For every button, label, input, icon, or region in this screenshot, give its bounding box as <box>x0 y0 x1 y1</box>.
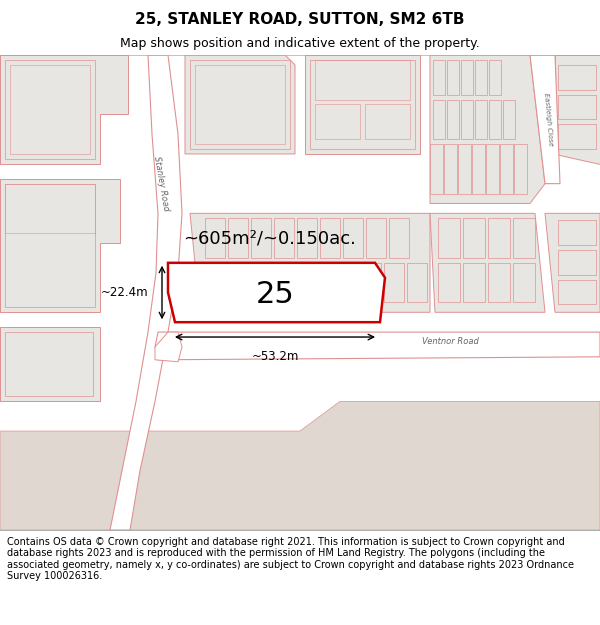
Bar <box>361 262 381 302</box>
Bar <box>310 60 415 149</box>
Polygon shape <box>430 213 545 312</box>
Polygon shape <box>168 262 385 322</box>
Bar <box>297 218 317 258</box>
Bar <box>195 65 285 144</box>
Polygon shape <box>190 213 430 312</box>
Bar <box>292 262 312 302</box>
Polygon shape <box>555 55 600 164</box>
Bar <box>461 99 473 139</box>
Bar <box>315 104 360 139</box>
Polygon shape <box>0 179 120 312</box>
Bar <box>463 218 485 258</box>
Bar <box>5 184 95 233</box>
Bar <box>513 262 535 302</box>
Bar <box>365 104 410 139</box>
Text: Stanley Road: Stanley Road <box>152 156 170 212</box>
Text: Eastleigh Close: Eastleigh Close <box>542 92 553 146</box>
Bar <box>315 60 410 99</box>
Bar <box>338 262 358 302</box>
Bar <box>223 262 243 302</box>
Bar <box>274 218 294 258</box>
Polygon shape <box>155 332 600 360</box>
Polygon shape <box>305 55 420 154</box>
Bar <box>488 262 510 302</box>
Text: 25, STANLEY ROAD, SUTTON, SM2 6TB: 25, STANLEY ROAD, SUTTON, SM2 6TB <box>135 12 465 27</box>
Bar <box>0 327 100 401</box>
Bar <box>558 279 596 304</box>
Bar <box>447 99 459 139</box>
Bar <box>343 218 363 258</box>
Bar <box>558 65 596 89</box>
Bar <box>458 144 471 194</box>
Text: Map shows position and indicative extent of the property.: Map shows position and indicative extent… <box>120 38 480 51</box>
Bar <box>461 60 473 94</box>
Bar <box>513 218 535 258</box>
Bar <box>447 60 459 94</box>
Bar <box>320 218 340 258</box>
Bar <box>489 99 501 139</box>
Polygon shape <box>530 55 560 184</box>
Bar <box>5 332 93 396</box>
Bar <box>503 99 515 139</box>
Text: ~22.4m: ~22.4m <box>100 286 148 299</box>
Bar <box>190 60 290 149</box>
Bar <box>472 144 485 194</box>
Bar <box>475 99 487 139</box>
Bar <box>251 218 271 258</box>
Polygon shape <box>110 55 182 530</box>
Bar <box>315 262 335 302</box>
Text: ~53.2m: ~53.2m <box>251 350 299 363</box>
Bar <box>514 144 527 194</box>
Bar <box>475 60 487 94</box>
Bar <box>10 65 90 154</box>
Bar <box>205 218 225 258</box>
Bar <box>558 124 596 149</box>
Polygon shape <box>155 332 182 362</box>
Bar <box>407 262 427 302</box>
Bar <box>389 218 409 258</box>
Bar <box>366 218 386 258</box>
Text: Contains OS data © Crown copyright and database right 2021. This information is : Contains OS data © Crown copyright and d… <box>7 537 574 581</box>
Text: ~605m²/~0.150ac.: ~605m²/~0.150ac. <box>184 230 356 248</box>
Bar <box>433 99 445 139</box>
Bar <box>444 144 457 194</box>
Bar <box>5 184 95 308</box>
Bar <box>433 60 445 94</box>
Bar <box>438 262 460 302</box>
Bar <box>200 262 220 302</box>
Bar <box>558 220 596 245</box>
Bar <box>500 144 513 194</box>
Bar <box>228 218 248 258</box>
Polygon shape <box>0 401 600 530</box>
Bar <box>463 262 485 302</box>
Text: Ventnor Road: Ventnor Road <box>422 338 478 346</box>
Bar <box>486 144 499 194</box>
Bar <box>488 218 510 258</box>
Bar <box>5 60 95 159</box>
Polygon shape <box>430 55 545 204</box>
Bar <box>489 60 501 94</box>
Text: 25: 25 <box>256 280 295 309</box>
Bar <box>438 218 460 258</box>
Polygon shape <box>545 213 600 312</box>
Bar <box>558 94 596 119</box>
Bar <box>430 144 443 194</box>
Bar <box>558 250 596 275</box>
Polygon shape <box>0 55 128 164</box>
Bar <box>269 262 289 302</box>
Polygon shape <box>185 55 295 154</box>
Bar <box>384 262 404 302</box>
Bar <box>246 262 266 302</box>
